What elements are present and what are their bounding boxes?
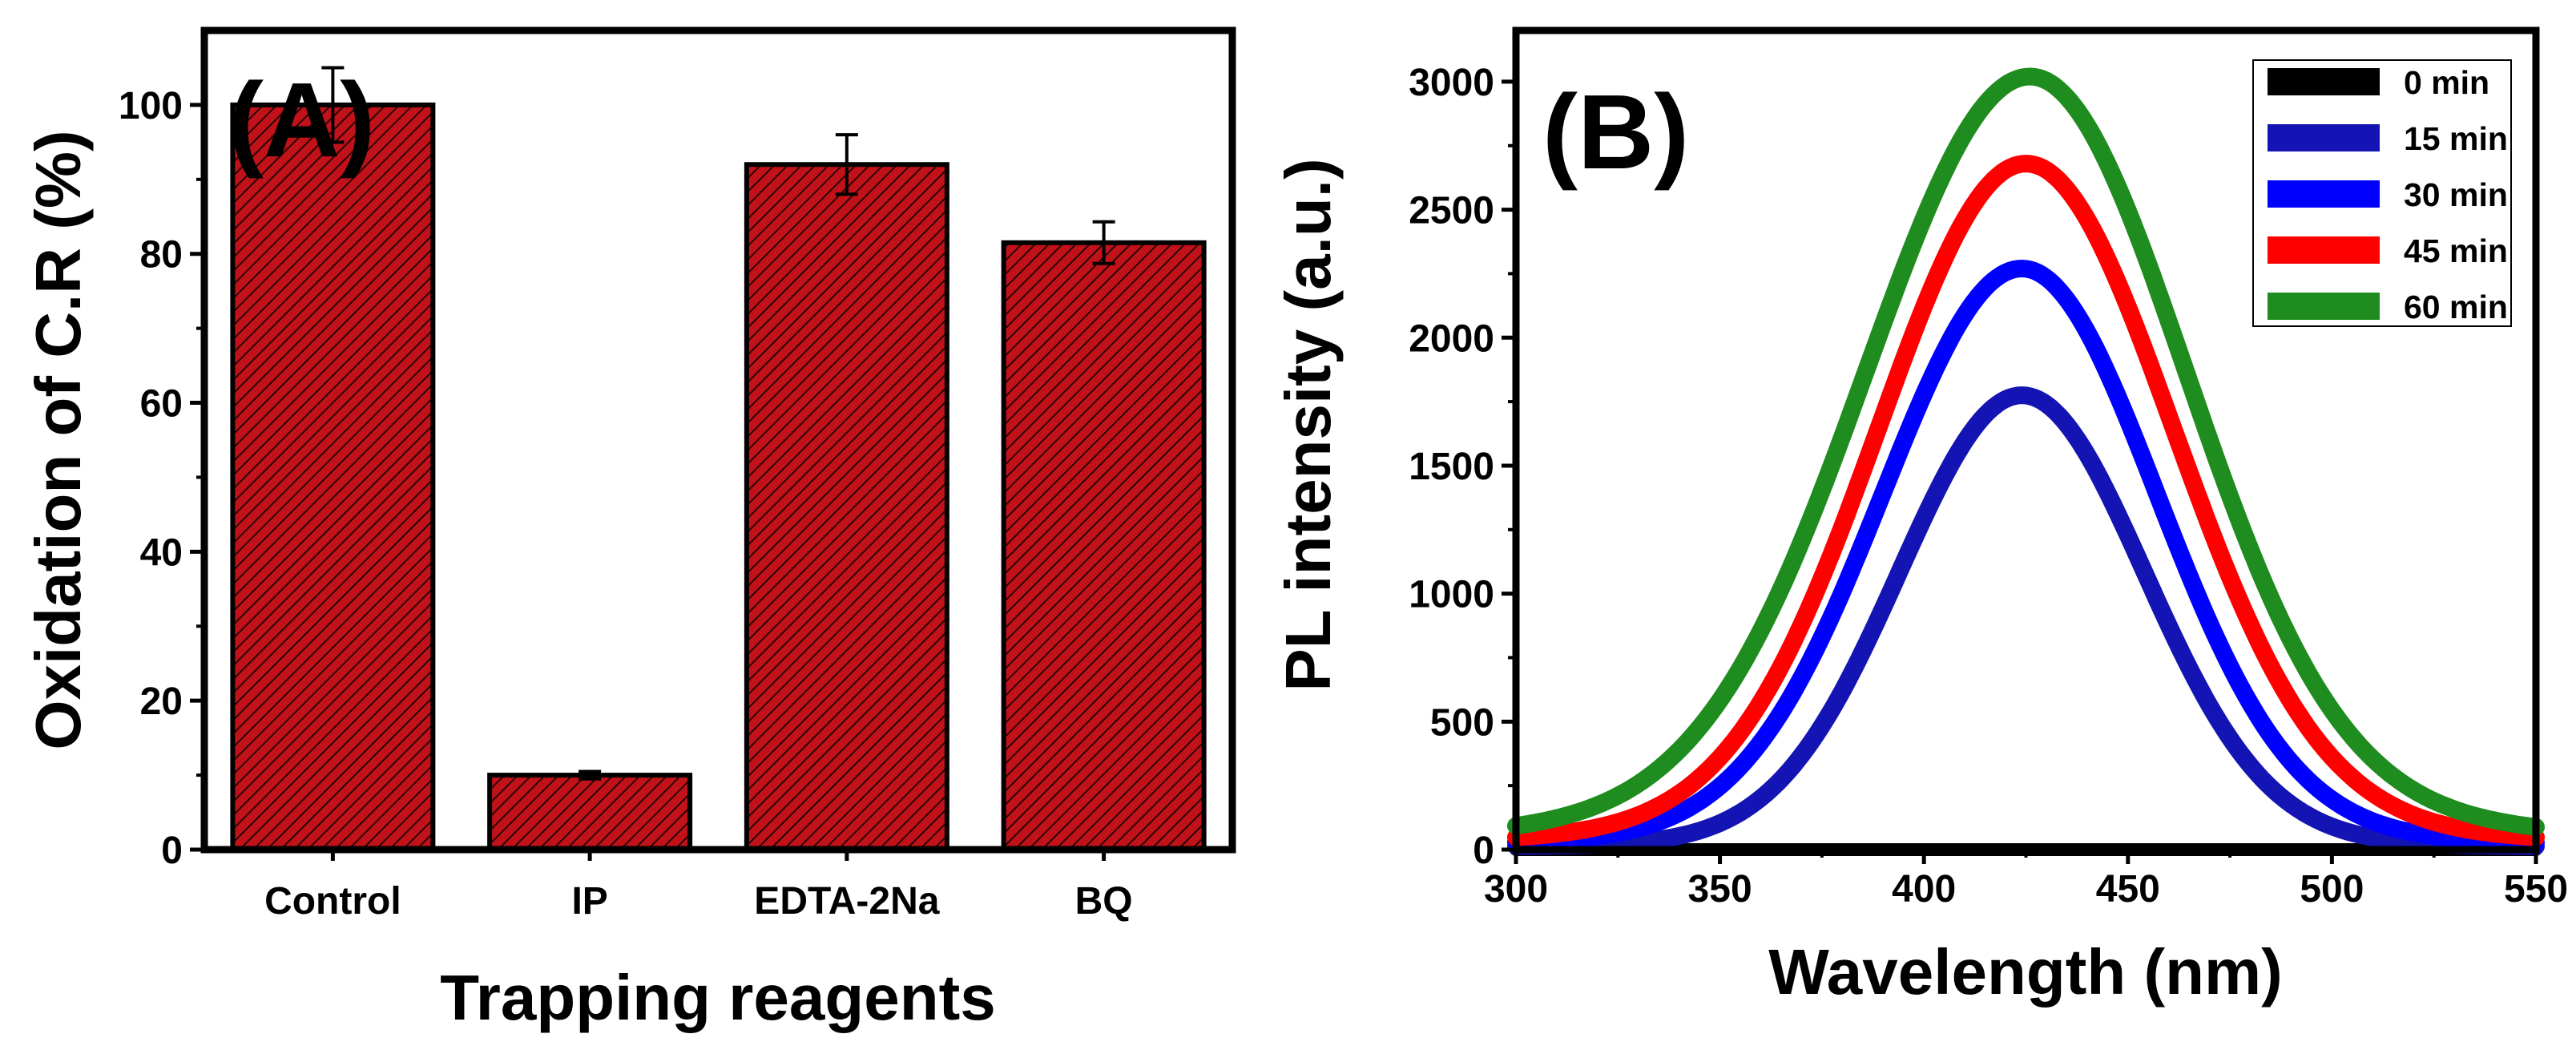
y-tick-label: 1000 <box>1409 574 1494 616</box>
panel-a-bar-chart: 0 20 40 60 80 100 Control IP EDTA-2Na BQ (A) Tra… <box>22 26 1236 1033</box>
bar-bq <box>1001 240 1207 853</box>
series-line-15-min <box>1507 386 2545 855</box>
error-bar-edta-2na <box>835 133 858 196</box>
bars <box>230 102 1207 853</box>
y-tick-label: 40 <box>140 531 183 574</box>
panel-label-b: (B) <box>1542 73 1689 191</box>
y-tick-label: 0 <box>161 830 183 872</box>
legend-label: 30 min <box>2404 176 2508 213</box>
y-axis-title-a: Oxidation of C.R (%) <box>22 130 94 749</box>
legend: 0 min 15 min 30 min 45 min 60 min <box>2252 59 2512 327</box>
y-tick-label: 0 <box>1473 830 1494 872</box>
x-tick-label: 350 <box>1688 868 1752 911</box>
legend-label: 15 min <box>2404 120 2508 157</box>
y-tick-label: 80 <box>140 234 183 277</box>
error-bars <box>321 66 1115 781</box>
x-tick-label: 400 <box>1892 868 1956 911</box>
y-axis-ticks: 0 500 1000 1500 2000 2500 3000 <box>1409 62 1516 872</box>
y-tick-label: 500 <box>1430 701 1494 744</box>
x-tick-label: Control <box>264 880 401 923</box>
legend-label: 45 min <box>2404 232 2508 269</box>
y-tick-label: 1500 <box>1409 446 1494 488</box>
y-axis-ticks: 0 20 40 60 80 100 <box>119 85 204 872</box>
bar-ip <box>487 773 693 852</box>
legend-label: 0 min <box>2404 64 2489 101</box>
x-tick-label: 450 <box>2096 868 2160 911</box>
y-tick-label: 20 <box>140 680 183 723</box>
x-tick-label: IP <box>571 880 607 923</box>
y-tick-label: 2000 <box>1409 317 1494 360</box>
series-line-45-min <box>1507 155 2545 846</box>
x-axis-title-b: Wavelength (nm) <box>1768 936 2282 1008</box>
y-axis-title-b: PL intensity (a.u.) <box>1272 158 1344 691</box>
bar-edta-2na <box>744 162 949 852</box>
x-axis-ticks: 300 350 400 450 500 550 <box>1484 850 2568 911</box>
bar-control <box>230 102 436 852</box>
series-line-60-min <box>1507 67 2545 836</box>
error-bar-control <box>321 66 345 144</box>
error-bar-ip <box>578 769 602 781</box>
y-tick-label: 60 <box>140 383 183 426</box>
legend-label: 60 min <box>2404 289 2508 325</box>
x-tick-label: 550 <box>2504 868 2568 911</box>
error-bar-bq <box>1092 220 1115 265</box>
x-tick-label: BQ <box>1075 880 1133 923</box>
x-tick-label: 300 <box>1484 868 1548 911</box>
panel-b-line-chart: 0 500 1000 1500 2000 2500 3000 300 350 400 450 500… <box>1272 26 2568 1008</box>
plot-frame-a <box>200 26 1236 854</box>
series-line-30-min <box>1507 260 2545 852</box>
panel-label-a: (A) <box>228 61 375 179</box>
y-tick-label: 100 <box>119 85 183 127</box>
x-axis-ticks: Control IP EDTA-2Na BQ <box>264 850 1133 923</box>
x-tick-label: EDTA-2Na <box>754 880 939 923</box>
plot-frame-b <box>1512 26 2540 854</box>
x-tick-label: 500 <box>2300 868 2364 911</box>
x-axis-title-a: Trapping reagents <box>440 962 995 1033</box>
y-tick-label: 3000 <box>1409 62 1494 104</box>
y-tick-label: 2500 <box>1409 190 1494 232</box>
